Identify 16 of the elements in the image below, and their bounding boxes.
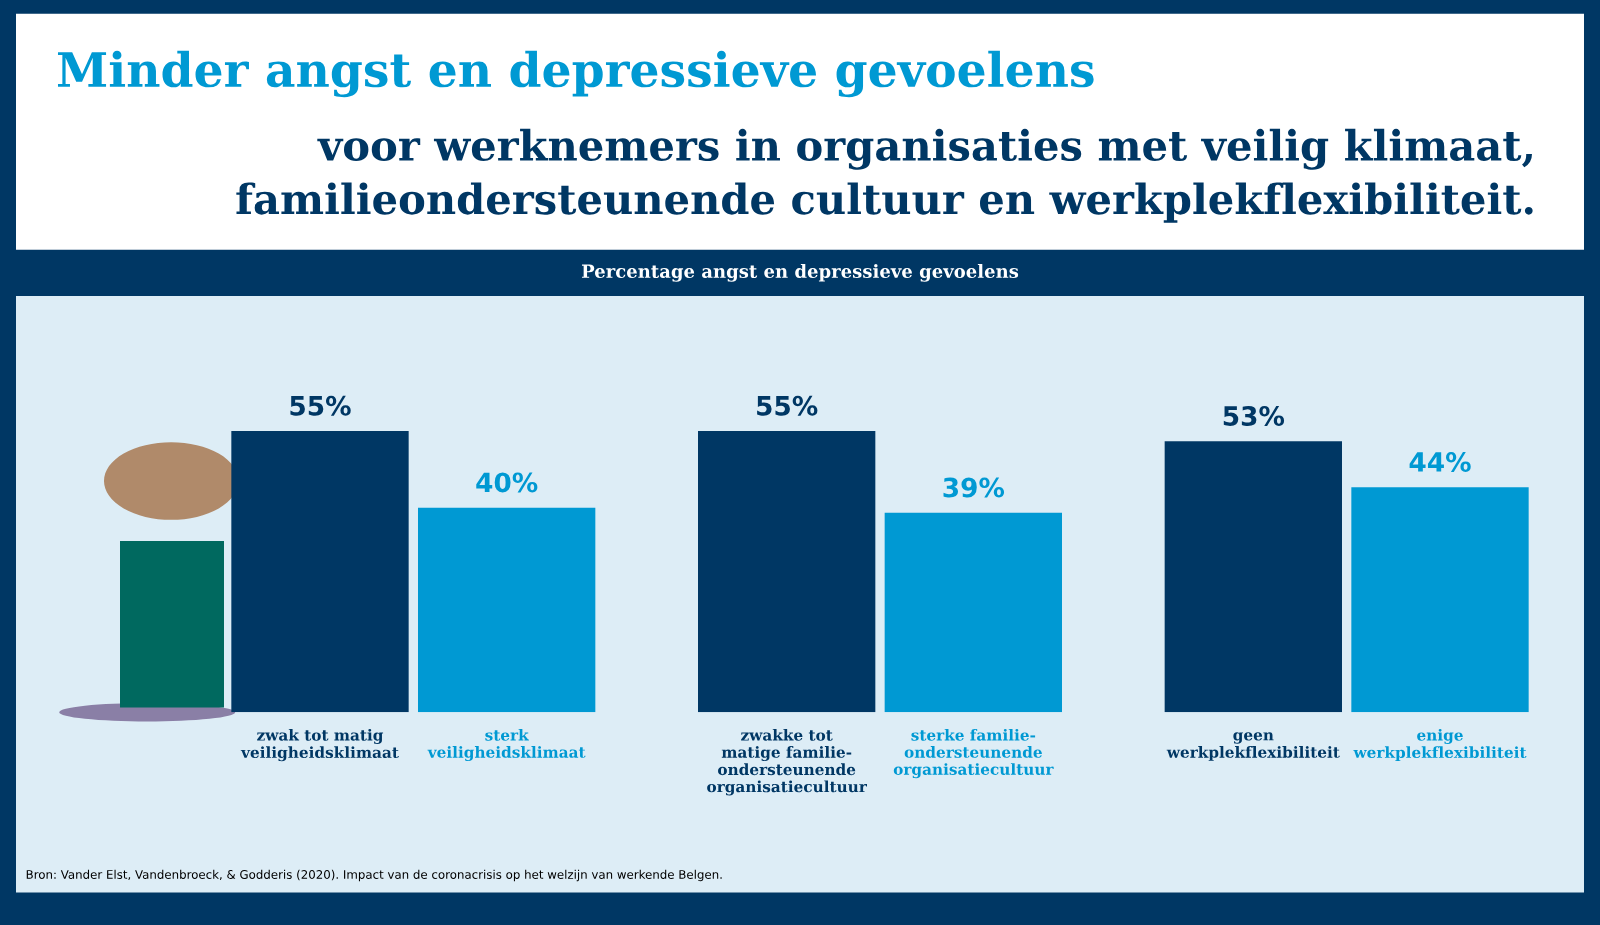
data-label: 55% (290, 395, 351, 416)
data-label: 39% (943, 477, 1005, 498)
x-tick-label: sterke familie- ondersteunende organisatiecultuur (893, 728, 1054, 779)
x-tick-label: sterk veiligheidsklimaat (427, 728, 586, 762)
text: Bron: Vander Elst, Vandenbroeck, & Godderis (2020). Impact van de coronacrisis op het welzijn van werkende Belgen. (26, 869, 722, 882)
text: Percentage angst en depressieve gevoelens (581, 264, 1019, 282)
x-tick-label: zwak tot matig veiligheidsklimaat (240, 728, 399, 762)
chart-title: Minder angst en depressieve gevoelens (57, 50, 1094, 98)
data-label: 53% (1223, 405, 1285, 426)
x-tick-label: enige werkplekflexibiliteit (1353, 728, 1527, 762)
x-tick-label: zwakke tot matige familie- ondersteunende organisatiecultuur (707, 728, 867, 796)
x-tick-label: geen werkplekflexibiliteit (1166, 732, 1340, 761)
data-label: 44% (1409, 451, 1471, 472)
data-label: 40% (476, 472, 538, 493)
data-label: 55% (757, 395, 818, 416)
chart-subtitle: voor werknemers in organisaties met veilig klimaat, familieondersteunende cultuur en werkplekflexibiliteit. (236, 128, 1533, 223)
